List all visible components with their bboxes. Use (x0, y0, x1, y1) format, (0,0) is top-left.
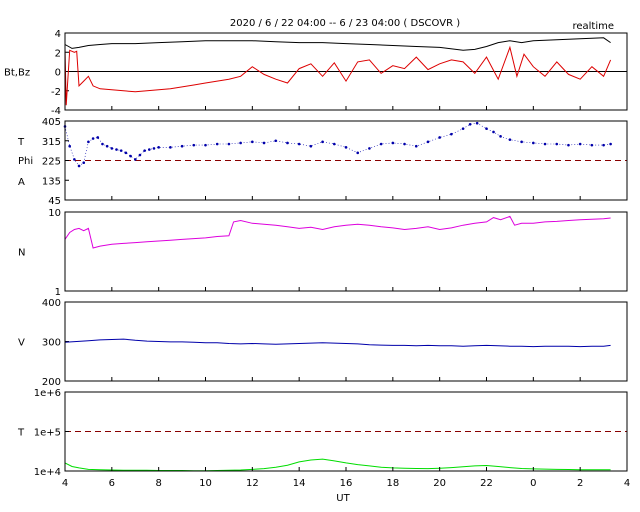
data-point (602, 143, 605, 147)
x-tick-label: 8 (155, 478, 161, 489)
y-tick-label: 300 (42, 338, 61, 349)
data-point (578, 142, 582, 146)
series-line-bz (64, 45, 612, 106)
data-point (101, 142, 104, 146)
data-point (468, 122, 472, 126)
y-axis-label: Phi (18, 156, 33, 167)
x-axis-label: UT (336, 493, 350, 504)
y-tick-label: 1e+4 (34, 467, 61, 478)
y-axis-label: T (17, 137, 25, 148)
y-axis-label: T (17, 428, 25, 439)
data-point (414, 144, 418, 148)
y-tick-label: 2 (55, 48, 61, 59)
data-point (426, 140, 430, 144)
data-point (157, 146, 160, 149)
series-line-v (64, 338, 611, 348)
x-tick-label: 14 (293, 478, 306, 489)
x-tick-label: 10 (199, 478, 212, 489)
data-point (115, 148, 118, 151)
x-tick-label: 22 (480, 478, 493, 489)
y-tick-label: 4 (55, 29, 61, 40)
y-tick-label: 45 (48, 196, 61, 207)
data-point (180, 144, 184, 148)
y-tick-label: -2 (51, 87, 61, 98)
data-point (391, 141, 395, 145)
x-tick-label: 4 (624, 478, 630, 489)
data-point (403, 142, 406, 146)
data-point (438, 136, 441, 139)
data-point (192, 143, 196, 147)
x-tick-label: 6 (109, 478, 115, 489)
data-point (609, 142, 612, 146)
panel-5: 1e+6 1e+5 1e+4 T (17, 388, 628, 478)
y-tick-label: 10 (48, 208, 61, 219)
x-tick-label: 16 (340, 478, 353, 489)
data-point (73, 158, 76, 161)
x-tick-label: 12 (246, 478, 259, 489)
y-tick-label: 0 (55, 68, 61, 79)
data-point (520, 140, 523, 144)
y-tick-label: 1e+5 (34, 428, 61, 439)
y-tick-label: 1 (55, 287, 61, 298)
data-point (68, 144, 71, 148)
data-point (110, 147, 114, 150)
y-axis-label: N (18, 248, 25, 259)
data-point (508, 138, 512, 141)
y-tick-label: -4 (51, 106, 61, 117)
data-point (297, 142, 301, 146)
data-point (332, 142, 336, 146)
x-tick-label: 2 (577, 478, 583, 489)
y-tick-label: 1e+6 (34, 388, 61, 399)
data-point (321, 140, 324, 144)
data-point (143, 149, 146, 152)
realtime-tag: realtime (572, 21, 614, 32)
data-point (492, 130, 495, 134)
data-point (274, 139, 278, 143)
data-point (148, 148, 151, 151)
y-axis-label: V (18, 338, 25, 349)
x-axis-ticks: 4 6 8 10 12 14 16 18 20 22 0 2 4 (62, 478, 630, 489)
data-point (590, 143, 594, 147)
panel-frame (64, 211, 628, 292)
x-tick-label: 0 (530, 478, 536, 489)
data-point (344, 146, 348, 149)
series-line (64, 122, 611, 167)
data-point (138, 153, 142, 157)
data-point (286, 141, 289, 145)
data-point (368, 147, 371, 150)
x-tick-label: 4 (62, 478, 68, 489)
y-tick-label: 315 (42, 137, 61, 148)
panel-2: 405 315 225 135 45 T Phi A (17, 117, 628, 207)
data-point (450, 132, 453, 136)
y-tick-label: 200 (42, 377, 61, 388)
data-point (262, 141, 266, 145)
y-axis-label: Bt,Bz (4, 68, 30, 79)
y-tick-label: 400 (42, 298, 61, 309)
panel-3: 10 1 N (18, 208, 628, 298)
y-tick-label: 405 (42, 117, 61, 128)
x-tick-label: 18 (386, 478, 399, 489)
y-tick-label: 135 (42, 176, 61, 187)
data-point (119, 149, 123, 152)
series-line-n (64, 215, 611, 249)
series-line-bt (64, 37, 611, 51)
panels-group: 4 2 0 -2 -4 Bt,Bz 405 315 225 135 45 T Phi A 10 1 N 400 30… (4, 29, 628, 478)
panel-4: 400 300 200 V (18, 298, 628, 388)
data-point (251, 140, 254, 144)
series-phi (63, 121, 612, 168)
data-point (379, 142, 383, 146)
data-point (309, 144, 313, 148)
x-tick-label: 20 (433, 478, 446, 489)
data-point (96, 136, 100, 139)
data-point (169, 146, 172, 149)
y-tick-label: 225 (42, 157, 61, 168)
data-point (485, 127, 488, 130)
y-axis-label: A (18, 177, 25, 188)
panel-1: 4 2 0 -2 -4 Bt,Bz (4, 29, 628, 117)
series-line-t (64, 458, 611, 472)
chart-title: 2020 / 6 / 22 04:00 -- 6 / 23 04:00 ( DS… (230, 18, 460, 29)
